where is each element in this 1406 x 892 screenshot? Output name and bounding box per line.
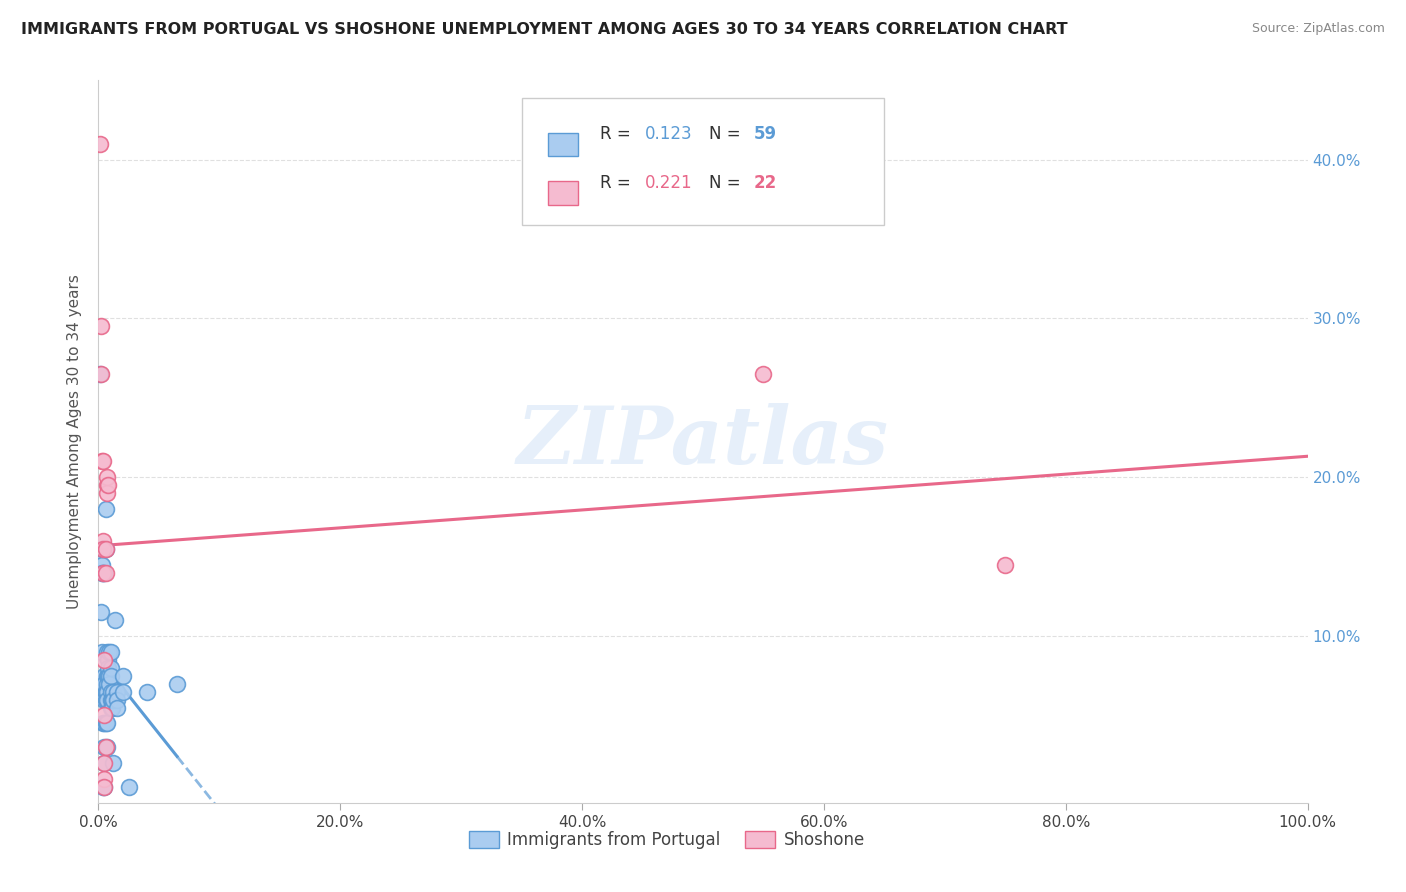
Point [91,566,114,580]
Point [135,684,157,698]
Point [101,756,124,770]
Point [93,653,115,667]
Text: 22: 22 [754,174,778,192]
Point [93,772,115,786]
Point [98,669,121,683]
Point [96,470,118,484]
Point [94,716,117,731]
Point [93,676,115,690]
Point [96,645,118,659]
Point [118,780,141,794]
Point [93,780,115,794]
Point [91,541,114,556]
Point [97,661,120,675]
Point [100,692,122,706]
Point [96,676,118,690]
Point [93,692,115,706]
Text: 0.123: 0.123 [645,126,693,144]
Point [90,319,112,334]
Point [90,367,112,381]
FancyBboxPatch shape [548,133,578,156]
Point [93,669,115,683]
Point [100,700,122,714]
Point [994,558,1017,572]
Point [93,740,115,755]
Text: Source: ZipAtlas.com: Source: ZipAtlas.com [1251,22,1385,36]
Point [97,478,120,492]
Text: 0.221: 0.221 [645,174,693,192]
Point [98,645,121,659]
Point [93,756,115,770]
Point [91,454,114,468]
Point [91,541,114,556]
Point [100,684,122,698]
Text: ZIPatlas: ZIPatlas [517,403,889,480]
Point [105,692,128,706]
Text: IMMIGRANTS FROM PORTUGAL VS SHOSHONE UNEMPLOYMENT AMONG AGES 30 TO 34 YEARS CORR: IMMIGRANTS FROM PORTUGAL VS SHOSHONE UNE… [21,22,1067,37]
Text: N =: N = [709,126,747,144]
Point [98,676,121,690]
Point [93,756,115,770]
Point [91,558,114,572]
Text: 59: 59 [754,126,778,144]
Point [111,684,134,698]
Point [89,136,111,151]
Text: R =: R = [600,126,637,144]
Point [90,605,112,619]
Point [91,454,114,468]
Point [97,653,120,667]
Point [101,692,124,706]
Point [93,716,115,731]
Point [96,669,118,683]
FancyBboxPatch shape [522,98,884,225]
Point [96,740,118,755]
Point [93,708,115,723]
Point [101,684,124,698]
FancyBboxPatch shape [548,181,578,204]
Point [91,684,114,698]
Point [111,669,134,683]
Point [94,740,117,755]
Point [105,700,128,714]
Point [100,661,122,675]
Point [100,645,122,659]
Point [91,645,114,659]
Point [93,780,115,794]
Point [96,478,118,492]
Point [100,700,122,714]
Y-axis label: Unemployment Among Ages 30 to 34 years: Unemployment Among Ages 30 to 34 years [67,274,83,609]
Point [91,533,114,548]
Point [91,716,114,731]
Point [94,692,117,706]
Point [100,692,122,706]
Point [96,486,118,500]
Point [91,566,114,580]
Point [91,780,114,794]
Point [96,716,118,731]
Legend: Immigrants from Portugal, Shoshone: Immigrants from Portugal, Shoshone [463,824,872,856]
Point [752,367,775,381]
Point [94,684,117,698]
Point [105,684,128,698]
Point [89,367,111,381]
Point [94,541,117,556]
Point [94,541,117,556]
Point [166,676,188,690]
Text: N =: N = [709,174,747,192]
Point [96,692,118,706]
Point [94,502,117,516]
Point [91,684,114,698]
Point [91,541,114,556]
Point [91,676,114,690]
Point [100,669,122,683]
Point [104,613,127,627]
Point [96,684,118,698]
Point [94,566,117,580]
Point [91,566,114,580]
Text: R =: R = [600,174,637,192]
Point [93,566,115,580]
Point [97,669,120,683]
